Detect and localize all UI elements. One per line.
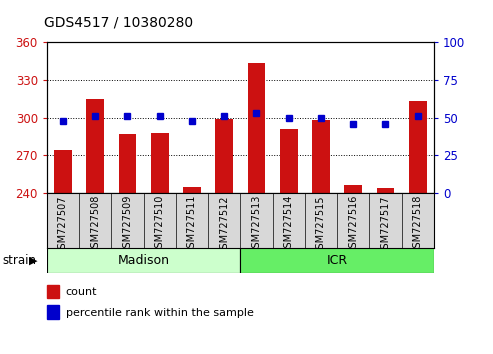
Bar — [47, 305, 59, 319]
Text: GSM727514: GSM727514 — [283, 195, 294, 255]
Text: strain: strain — [2, 254, 36, 267]
Bar — [151, 133, 169, 193]
Bar — [86, 99, 104, 193]
Bar — [312, 120, 330, 193]
Text: GSM727508: GSM727508 — [90, 195, 100, 255]
Text: GSM727518: GSM727518 — [413, 195, 423, 255]
Bar — [280, 129, 298, 193]
Text: GSM727507: GSM727507 — [58, 195, 68, 255]
Bar — [119, 134, 137, 193]
Text: GSM727513: GSM727513 — [251, 195, 261, 255]
Text: ▶: ▶ — [29, 256, 37, 266]
Bar — [377, 188, 394, 193]
Bar — [47, 248, 241, 273]
Bar — [183, 187, 201, 193]
Text: GSM727517: GSM727517 — [381, 195, 390, 255]
Bar — [47, 285, 59, 298]
Text: GSM727515: GSM727515 — [316, 195, 326, 255]
Text: Madison: Madison — [118, 254, 170, 267]
Bar — [344, 185, 362, 193]
Text: GDS4517 / 10380280: GDS4517 / 10380280 — [44, 16, 193, 30]
Bar — [54, 150, 72, 193]
Bar — [409, 101, 426, 193]
Text: GSM727509: GSM727509 — [122, 195, 133, 255]
Text: GSM727511: GSM727511 — [187, 195, 197, 255]
Text: GSM727516: GSM727516 — [348, 195, 358, 255]
Bar — [215, 119, 233, 193]
Text: percentile rank within the sample: percentile rank within the sample — [66, 308, 254, 318]
Text: count: count — [66, 287, 97, 297]
Bar — [247, 63, 265, 193]
Text: ICR: ICR — [326, 254, 348, 267]
Bar — [241, 248, 434, 273]
Text: GSM727510: GSM727510 — [155, 195, 165, 255]
Text: GSM727512: GSM727512 — [219, 195, 229, 255]
